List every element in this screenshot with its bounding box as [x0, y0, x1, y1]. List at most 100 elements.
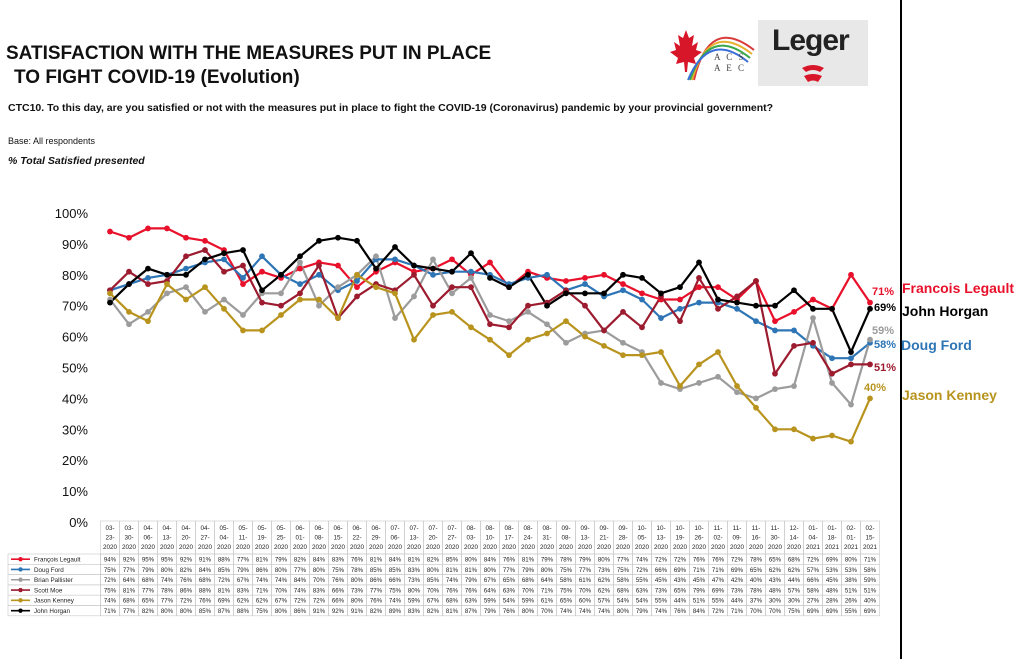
data-point	[696, 380, 702, 386]
page-title: SATISFACTION WITH THE MEASURES PUT IN PL…	[6, 42, 491, 90]
data-label: 88%	[237, 608, 250, 615]
data-point	[259, 287, 265, 294]
data-label: 79%	[579, 556, 592, 563]
data-label: 74%	[579, 608, 592, 615]
x-tick-label: 02-	[865, 525, 874, 532]
x-tick-label: 2020	[597, 544, 612, 551]
data-point	[696, 361, 702, 368]
data-point	[791, 426, 797, 433]
data-label: 95%	[161, 556, 174, 563]
data-point	[506, 352, 512, 359]
data-label: 68%	[123, 598, 136, 605]
data-label: 38%	[845, 577, 858, 584]
data-point	[848, 401, 854, 408]
data-label: 58%	[864, 567, 877, 574]
x-tick-label: 07-	[390, 525, 399, 532]
data-point	[202, 256, 208, 263]
data-label: 75%	[617, 567, 630, 574]
data-label: 68%	[522, 577, 535, 584]
x-tick-label: 2021	[825, 544, 840, 551]
data-label: 70%	[275, 587, 288, 594]
x-tick-label: 10-	[694, 525, 703, 532]
x-tick-label: 11-	[733, 525, 742, 532]
data-label: 58%	[807, 587, 820, 594]
data-point	[240, 274, 246, 281]
data-point	[430, 265, 436, 272]
x-tick-label: 06-	[295, 525, 304, 532]
x-tick-label: 2020	[616, 544, 631, 551]
data-point	[487, 321, 493, 328]
data-label: 92%	[332, 608, 345, 615]
data-label: 74%	[560, 608, 573, 615]
x-tick-label: 04-	[181, 525, 190, 532]
data-point	[639, 324, 645, 331]
data-label: 66%	[807, 577, 820, 584]
x-tick-label: 2020	[464, 544, 479, 551]
y-tick-label: 60%	[62, 330, 88, 345]
data-point	[183, 253, 189, 260]
data-label: 62%	[788, 567, 801, 574]
table-series-name: Brian Pallister	[34, 577, 73, 584]
data-label: 80%	[408, 587, 421, 594]
data-point	[715, 305, 721, 312]
data-point	[601, 327, 607, 334]
data-label: 57%	[788, 587, 801, 594]
data-point	[848, 355, 854, 362]
data-point	[107, 290, 113, 297]
x-tick-label: 2020	[787, 544, 802, 551]
data-label: 82%	[180, 567, 193, 574]
data-point	[620, 271, 626, 278]
data-label: 67%	[427, 598, 440, 605]
data-label: 66%	[389, 577, 402, 584]
data-point	[867, 361, 873, 368]
data-label: 76%	[503, 608, 516, 615]
x-tick-label: 01-	[827, 525, 836, 532]
table-series-name: François Legault	[34, 556, 81, 563]
data-label: 62%	[256, 598, 269, 605]
data-label: 82%	[294, 556, 307, 563]
data-point	[278, 271, 284, 278]
data-point	[601, 271, 607, 278]
data-point	[126, 281, 132, 287]
x-tick-label: 09-	[580, 525, 589, 532]
data-point	[582, 281, 588, 287]
data-label: 73%	[351, 587, 364, 594]
data-label: 77%	[370, 587, 383, 594]
x-tick-label: 2020	[426, 544, 441, 551]
end-value-horgan: 69%	[874, 302, 897, 314]
data-point	[753, 395, 759, 402]
x-tick-label: 2020	[540, 544, 555, 551]
data-label: 57%	[807, 567, 820, 574]
data-label: 77%	[123, 608, 136, 615]
data-point	[259, 327, 265, 334]
x-tick-label: 13-	[656, 535, 665, 542]
data-label: 76%	[351, 556, 364, 563]
data-label: 65%	[142, 598, 155, 605]
x-tick-label: 01-	[295, 535, 304, 542]
data-label: 85%	[218, 567, 231, 574]
data-point	[848, 361, 854, 368]
data-label: 71%	[104, 608, 117, 615]
data-point	[183, 271, 189, 278]
data-point	[734, 305, 740, 312]
data-point	[354, 293, 360, 300]
data-label: 63%	[503, 587, 516, 594]
x-tick-label: 03-	[124, 525, 133, 532]
data-label: 42%	[731, 577, 744, 584]
data-label: 80%	[465, 556, 478, 563]
data-label: 71%	[864, 556, 877, 563]
x-tick-label: 2020	[559, 544, 574, 551]
data-point	[791, 308, 797, 315]
x-tick-label: 13-	[580, 535, 589, 542]
data-point	[620, 281, 626, 287]
x-tick-label: 2020	[635, 544, 650, 551]
data-label: 79%	[237, 567, 250, 574]
data-label: 71%	[256, 587, 269, 594]
x-tick-label: 18-	[827, 535, 836, 542]
data-point	[145, 308, 151, 315]
data-point	[715, 296, 721, 303]
data-label: 86%	[180, 587, 193, 594]
table-series-name: Doug Ford	[34, 567, 64, 574]
data-point	[772, 426, 778, 433]
data-point	[658, 315, 664, 321]
